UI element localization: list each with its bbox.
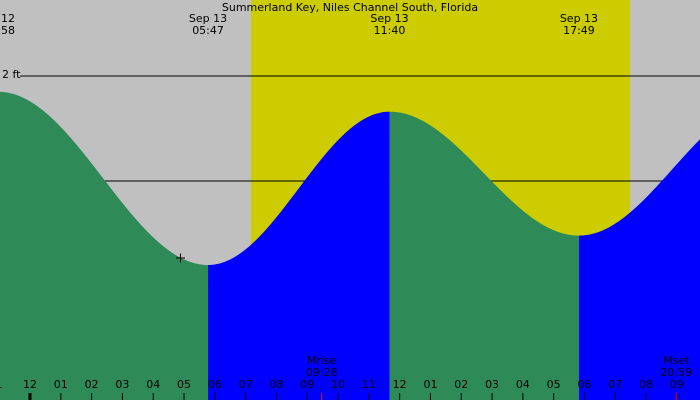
tide-time: 17:49 <box>563 24 595 37</box>
x-tick-label: 01 <box>54 378 68 391</box>
rising-tide <box>208 111 390 400</box>
tide-date: 12 <box>1 12 15 25</box>
x-tick-label: 10 <box>331 378 345 391</box>
tide-fills <box>0 91 700 400</box>
x-tick-label: 09 <box>670 378 684 391</box>
x-tick-label: 06 <box>208 378 222 391</box>
x-tick-label: 1 <box>0 378 3 391</box>
moon-time: 20:59 <box>660 366 692 379</box>
x-tick-label: 03 <box>485 378 499 391</box>
x-tick-label: 05 <box>177 378 191 391</box>
x-tick-label: 03 <box>115 378 129 391</box>
rising-tide <box>578 139 700 400</box>
tide-date: Sep 13 <box>560 12 598 25</box>
x-tick-label: 08 <box>639 378 653 391</box>
x-tick-label: 01 <box>423 378 437 391</box>
x-tick-label: 09 <box>300 378 314 391</box>
x-tick-label: 05 <box>547 378 561 391</box>
tide-date: Sep 13 <box>189 12 227 25</box>
x-tick-label: 12 <box>393 378 407 391</box>
x-tick-label: 04 <box>146 378 160 391</box>
falling-tide <box>389 111 579 400</box>
falling-tide <box>0 91 209 400</box>
tide-time: 58 <box>1 24 15 37</box>
x-tick-label: 02 <box>454 378 468 391</box>
tide-time: 05:47 <box>192 24 224 37</box>
x-tick-label: 06 <box>577 378 591 391</box>
y-tick-label: 2 ft <box>2 68 21 81</box>
x-tick-label: 07 <box>239 378 253 391</box>
x-tick-label: 02 <box>85 378 99 391</box>
x-tick-label: 11 <box>362 378 376 391</box>
x-tick-label: 04 <box>516 378 530 391</box>
moon-label: Mset <box>663 354 690 367</box>
moon-time: 09:28 <box>306 366 338 379</box>
now-marker <box>176 253 185 263</box>
tide-time: 11:40 <box>374 24 406 37</box>
x-tick-label: 07 <box>608 378 622 391</box>
x-tick-label: 08 <box>269 378 283 391</box>
moon-label: Mrise <box>307 354 337 367</box>
chart-title: Summerland Key, Niles Channel South, Flo… <box>222 1 478 14</box>
x-tick-label: 12 <box>23 378 37 391</box>
tide-date: Sep 13 <box>370 12 408 25</box>
